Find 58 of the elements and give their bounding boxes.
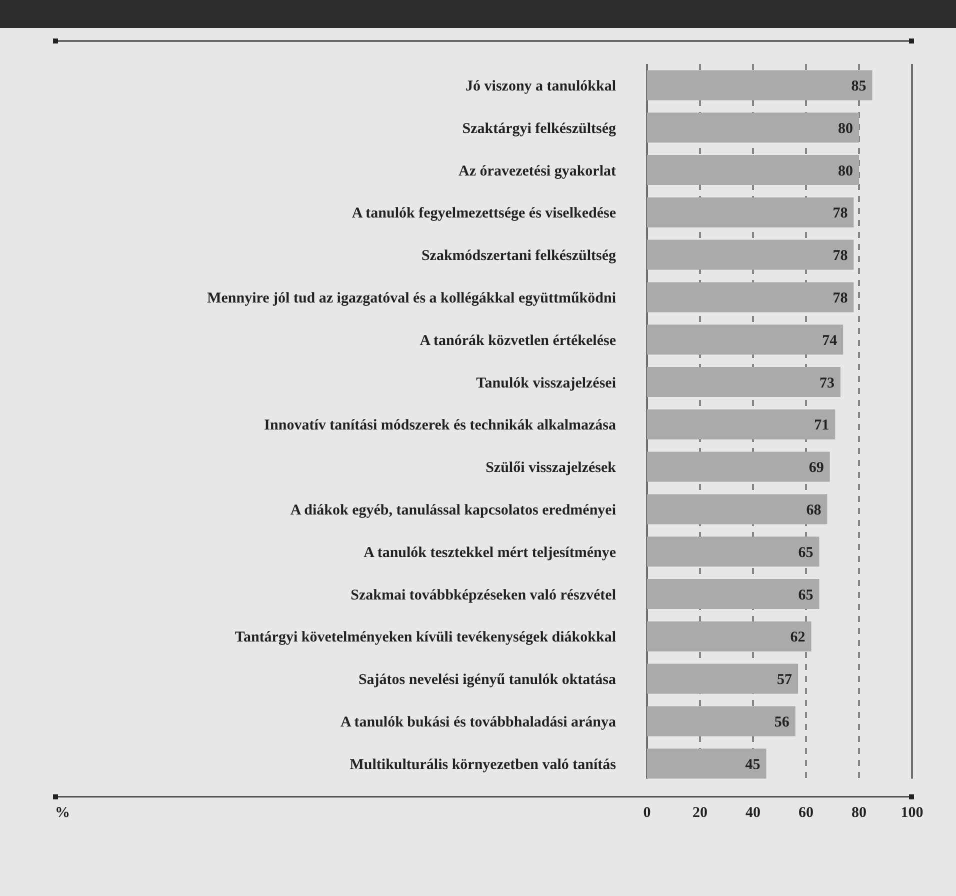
x-tick-label: 80 xyxy=(852,804,866,821)
bar xyxy=(647,706,796,736)
bar xyxy=(647,748,766,779)
data-label: 45 xyxy=(745,756,760,773)
bar xyxy=(647,579,820,609)
y-tick-label: Az óravezetési gyakorlat xyxy=(458,163,616,180)
x-tick-label: 60 xyxy=(798,804,814,821)
data-label: 78 xyxy=(832,248,848,264)
data-label: 80 xyxy=(838,163,853,180)
y-tick-label: A diákok egyéb, tanulással kapcsolatos eredményei xyxy=(290,502,616,518)
bar xyxy=(647,621,812,652)
x-tick-label: 20 xyxy=(692,804,708,821)
data-label: 73 xyxy=(819,375,834,392)
y-tick-label: Jó viszony a tanulókkal xyxy=(466,78,616,94)
y-tick-label: A tanulók fegyelmezettsége és viselkedése xyxy=(352,206,616,222)
data-label: 78 xyxy=(832,290,848,306)
y-tick-label: Szülői visszajelzések xyxy=(486,460,617,476)
bar xyxy=(647,282,854,312)
data-label: 69 xyxy=(808,460,824,476)
data-label: 65 xyxy=(798,544,814,561)
data-label: 80 xyxy=(838,120,853,137)
y-tick-label: Sajátos nevelési igényű tanulók oktatása xyxy=(358,672,616,688)
data-label: 57 xyxy=(777,672,793,688)
data-label: 71 xyxy=(814,418,830,434)
y-tick-label: Multikulturális környezetben való tanítás xyxy=(350,756,616,773)
data-label: 68 xyxy=(806,502,822,518)
text: % xyxy=(55,804,70,821)
data-label: 74 xyxy=(822,332,838,349)
x-tick-label: 100 xyxy=(900,804,924,821)
bar xyxy=(647,240,854,270)
data-label: 65 xyxy=(798,587,814,604)
data-label: 62 xyxy=(790,630,806,646)
bar xyxy=(647,452,830,482)
data-label: 78 xyxy=(832,206,848,222)
x-tick-label: 40 xyxy=(746,804,760,821)
bar xyxy=(647,112,859,143)
bar xyxy=(647,155,859,185)
bar xyxy=(647,367,840,397)
y-tick-label: Szakmai továbbképzéseken való részvétel xyxy=(350,587,616,604)
y-tick-label: A tanórák közvetlen értékelése xyxy=(420,332,616,349)
y-tick-label: A tanulók tesztekkel mért teljesítménye xyxy=(364,544,616,561)
y-tick-label: Mennyire jól tud az igazgatóval és a kollégákkal együttműködni xyxy=(207,290,616,306)
bar xyxy=(647,664,798,694)
bar xyxy=(647,197,854,228)
y-tick-label: Tantárgyi követelményeken kívüli tevékenységek diákokkal xyxy=(234,630,616,646)
y-tick-label: Tanulók visszajelzései xyxy=(476,375,616,392)
x-tick-label: 0 xyxy=(643,804,651,821)
y-tick-label: Szakmódszertani felkészültség xyxy=(421,248,616,264)
bar xyxy=(647,409,836,440)
bar xyxy=(647,70,872,100)
y-tick-label: Szaktárgyi felkészültség xyxy=(462,120,616,137)
bar xyxy=(647,324,844,355)
bar xyxy=(647,536,820,567)
y-tick-label: A tanulók bukási és továbbhaladási aránya xyxy=(340,714,616,730)
bar xyxy=(647,494,828,524)
data-label: 56 xyxy=(774,714,790,730)
data-label: 85 xyxy=(851,78,866,94)
y-tick-label: Innovatív tanítási módszerek és technikák alkalmazása xyxy=(264,418,616,434)
